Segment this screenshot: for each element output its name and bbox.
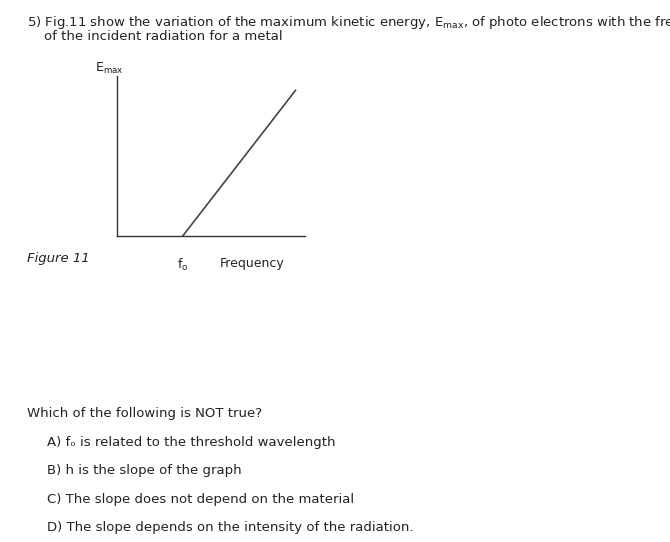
Text: A) fₒ is related to the threshold wavelength: A) fₒ is related to the threshold wavele… [47,436,336,449]
Text: 5) Fig.11 show the variation of the maximum kinetic energy, $\mathregular{E_{max: 5) Fig.11 show the variation of the maxi… [27,14,670,30]
Text: Which of the following is NOT true?: Which of the following is NOT true? [27,406,262,420]
Text: C) The slope does not depend on the material: C) The slope does not depend on the mate… [47,493,354,506]
Text: $\mathregular{f_o}$: $\mathregular{f_o}$ [177,256,189,273]
Text: B) h is the slope of the graph: B) h is the slope of the graph [47,464,241,478]
Text: D) The slope depends on the intensity of the radiation.: D) The slope depends on the intensity of… [47,521,413,534]
Text: of the incident radiation for a metal: of the incident radiation for a metal [27,30,283,43]
Text: Frequency: Frequency [220,256,285,269]
Text: Figure 11: Figure 11 [27,252,89,265]
Text: $\mathregular{E_{max}}$: $\mathregular{E_{max}}$ [94,61,123,76]
